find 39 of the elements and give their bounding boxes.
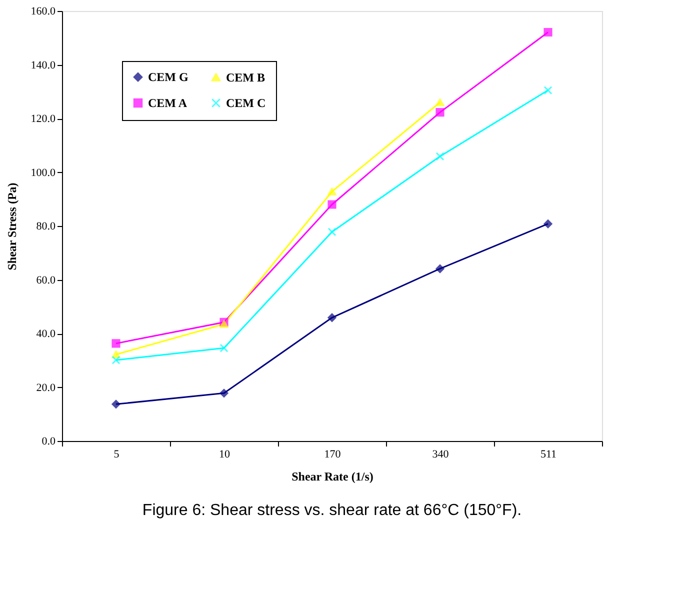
point xyxy=(436,98,444,106)
point xyxy=(544,220,552,228)
point xyxy=(112,400,120,408)
point xyxy=(220,320,228,328)
y-tick-label: 140.0 xyxy=(30,59,56,72)
x-tick-label: 340 xyxy=(432,448,450,460)
y-tick-label: 160.0 xyxy=(30,6,56,18)
point xyxy=(544,28,552,37)
y-tick-label: 20.0 xyxy=(36,382,56,394)
y-tick-label: 80.0 xyxy=(36,220,56,232)
point xyxy=(436,152,444,161)
legend-label: CEM B xyxy=(226,70,265,84)
legend-label: CEM G xyxy=(148,70,188,84)
x-tick-label: 5 xyxy=(114,448,120,460)
x-tick-label: 511 xyxy=(540,448,557,460)
y-tick-label: 100.0 xyxy=(30,166,56,179)
y-tick-label: 40.0 xyxy=(36,328,56,340)
y-tick-label: 60.0 xyxy=(36,274,56,286)
point xyxy=(328,228,336,236)
point xyxy=(328,313,336,322)
point xyxy=(544,86,552,95)
text: Figure 6: Shear stress vs. shear rate at 66°C (150°F). xyxy=(142,502,522,519)
point xyxy=(328,200,336,209)
point xyxy=(220,344,228,352)
x-tick-label: 10 xyxy=(219,448,230,460)
point xyxy=(220,388,228,398)
y-tick-label: 120.0 xyxy=(30,113,56,125)
point xyxy=(112,339,120,348)
point xyxy=(112,356,120,364)
y-axis-title: Shear Stress (Pa) xyxy=(4,182,19,270)
legend-label: CEM C xyxy=(226,96,266,110)
point xyxy=(436,264,444,274)
x-axis-title: Shear Rate (1/s) xyxy=(292,470,374,484)
point xyxy=(436,108,444,117)
legend-label: CEM A xyxy=(148,96,188,110)
x-tick-label: 170 xyxy=(324,448,342,460)
point xyxy=(328,188,336,196)
point xyxy=(112,350,120,358)
y-tick-label: 0.0 xyxy=(42,436,56,448)
